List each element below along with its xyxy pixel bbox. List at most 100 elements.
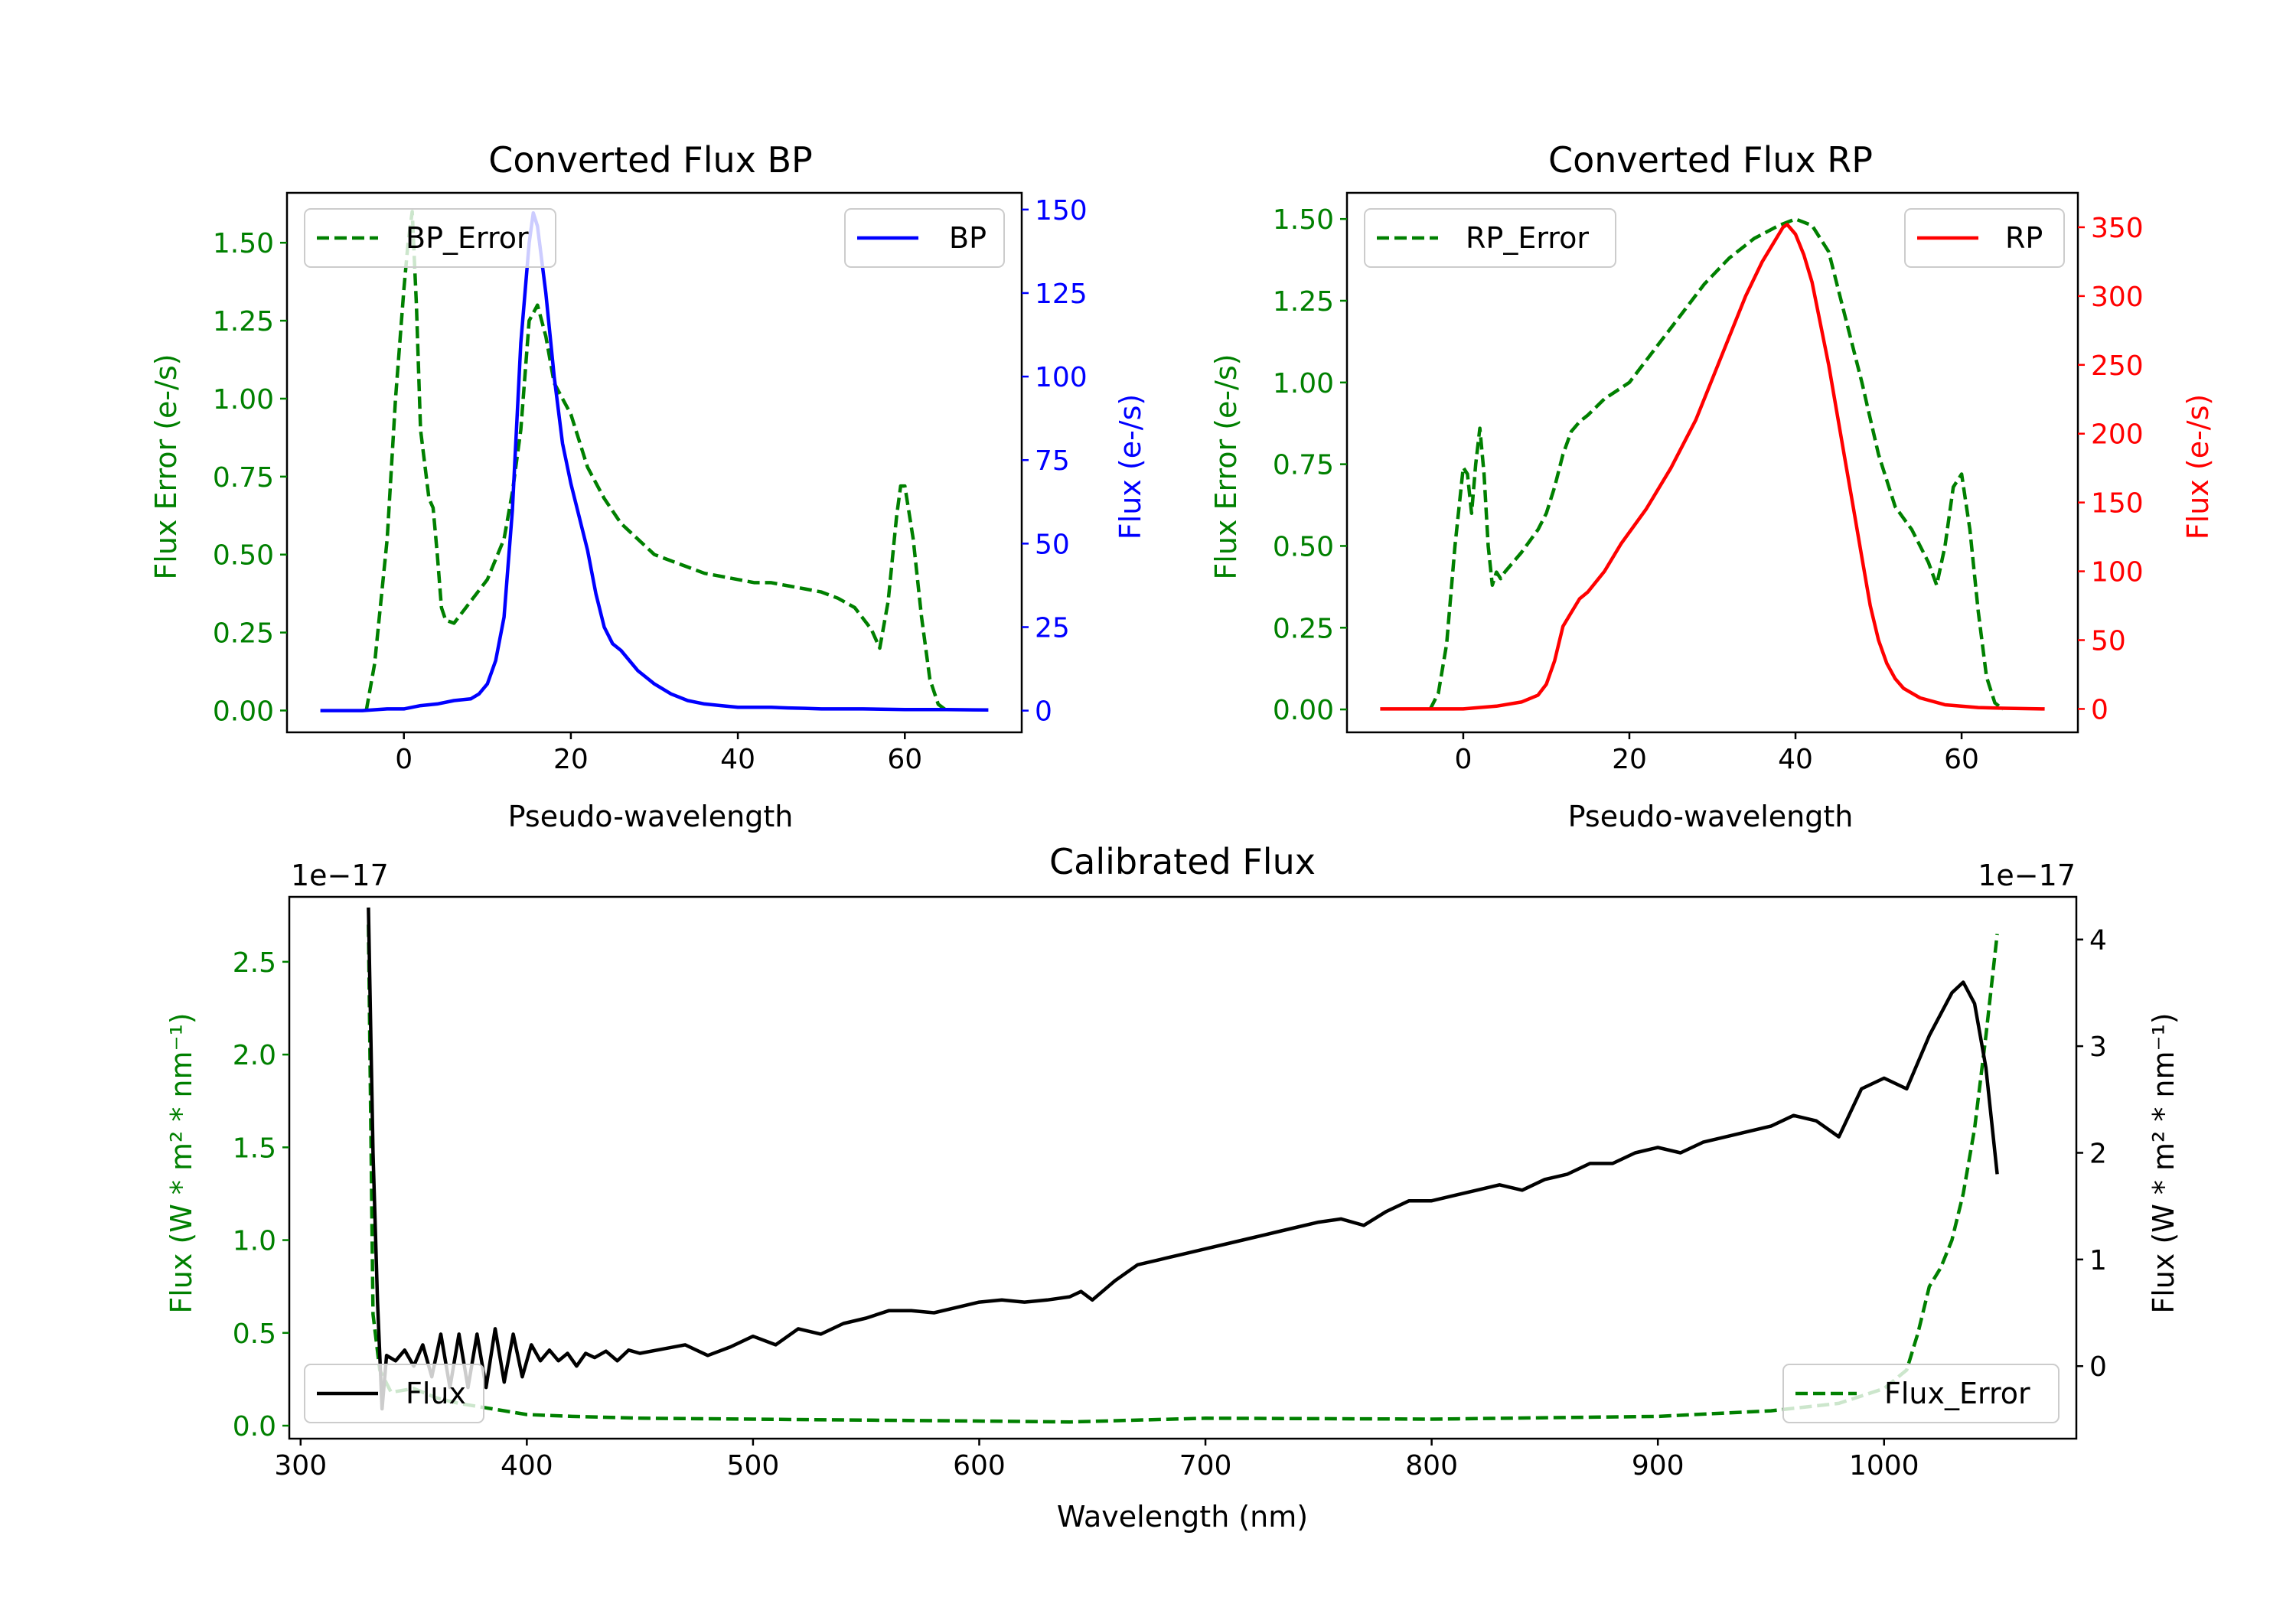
x-tick-label: 60 bbox=[887, 744, 922, 775]
legend-label-flux: Flux bbox=[406, 1377, 466, 1410]
y-left-tick-label: 1.50 bbox=[213, 228, 274, 259]
calibrated-ylabel-left: Flux (W * m² * nm⁻¹) bbox=[165, 1012, 198, 1313]
legend-label-flux-error: Flux_Error bbox=[1884, 1377, 2030, 1410]
x-tick-label: 20 bbox=[1612, 744, 1647, 775]
calibrated-xticks: 300 400 500 600 700 800 900 1000 bbox=[274, 1450, 1919, 1482]
bp-right-ticks: 0 25 50 75 100 125 150 bbox=[1035, 195, 1088, 728]
y-right-tick-label: 250 bbox=[2091, 350, 2144, 382]
y-right-tick-label: 100 bbox=[1035, 362, 1088, 393]
rp-legend-left: RP_Error bbox=[1364, 208, 1616, 268]
calibrated-title: Calibrated Flux bbox=[1049, 841, 1316, 882]
legend-label-rp: RP bbox=[2005, 221, 2043, 255]
x-tick-label: 0 bbox=[1454, 744, 1472, 775]
series-line-rp-error bbox=[1428, 217, 2004, 711]
y-left-tick-label: 0.50 bbox=[213, 540, 274, 572]
y-left-tick-label: 1.25 bbox=[1273, 286, 1334, 318]
y-right-tick-label: 0 bbox=[1035, 696, 1052, 728]
y-left-tick-label: 1.50 bbox=[1273, 204, 1334, 236]
bp-left-ticks: 0.00 0.25 0.50 0.75 1.00 1.25 1.50 bbox=[213, 228, 274, 727]
x-tick-label: 60 bbox=[1944, 744, 1979, 775]
bp-legend-left: BP_Error bbox=[304, 208, 556, 268]
x-tick-label: 600 bbox=[953, 1450, 1006, 1482]
calibrated-legend-left: Flux bbox=[304, 1364, 484, 1423]
y-right-tick-label: 300 bbox=[2091, 282, 2144, 313]
series-line-bp-error bbox=[364, 210, 948, 712]
x-tick-label: 800 bbox=[1405, 1450, 1458, 1482]
rp-ylabel-right: Flux (e-/s) bbox=[2181, 394, 2215, 539]
y-left-tick-label: 0.00 bbox=[213, 696, 274, 727]
legend-label-bp-error: BP_Error bbox=[406, 221, 529, 255]
calibrated-panel: Calibrated Flux 1e−17 1e−17 Wavelength (… bbox=[165, 841, 2180, 1534]
offset-left: 1e−17 bbox=[291, 859, 389, 892]
rp-legend-right: RP bbox=[1904, 208, 2065, 268]
y-right-tick-label: 2 bbox=[2089, 1138, 2107, 1169]
bp-panel: Converted Flux BP Pseudo-wavelength Flux… bbox=[149, 139, 1147, 833]
y-left-tick-label: 0.00 bbox=[1273, 695, 1334, 726]
legend-box bbox=[1904, 208, 2065, 268]
y-left-tick-label: 0.50 bbox=[1273, 531, 1334, 562]
calibrated-legend-right: Flux_Error bbox=[1782, 1364, 2060, 1423]
x-tick-label: 300 bbox=[274, 1450, 327, 1482]
y-left-tick-label: 1.25 bbox=[213, 306, 274, 337]
y-left-tick-label: 0.75 bbox=[213, 462, 274, 494]
bp-ylabel-right: Flux (e-/s) bbox=[1114, 394, 1147, 539]
offset-right: 1e−17 bbox=[1978, 859, 2076, 892]
y-left-tick-label: 0.25 bbox=[213, 618, 274, 650]
bp-title: Converted Flux BP bbox=[488, 139, 813, 181]
y-right-tick-label: 0 bbox=[2091, 694, 2108, 725]
y-right-tick-label: 3 bbox=[2089, 1032, 2107, 1063]
rp-title: Converted Flux RP bbox=[1548, 139, 1873, 181]
bp-series bbox=[320, 210, 989, 712]
rp-left-ticks: 0.00 0.25 0.50 0.75 1.00 1.25 1.50 bbox=[1273, 204, 1334, 726]
rp-panel: Converted Flux RP Pseudo-wavelength Flux… bbox=[1209, 139, 2215, 833]
y-left-tick-label: 0.75 bbox=[1273, 450, 1334, 481]
y-right-tick-label: 25 bbox=[1035, 612, 1070, 644]
y-left-tick-label: 0.25 bbox=[1273, 613, 1334, 644]
rp-series bbox=[1380, 217, 2045, 711]
y-right-tick-label: 350 bbox=[2091, 213, 2144, 244]
rp-axes-frame bbox=[1345, 191, 2079, 734]
bp-ylabel-left: Flux Error (e-/s) bbox=[149, 354, 183, 579]
rp-xticks: 0 20 40 60 bbox=[1454, 744, 1978, 775]
y-left-tick-label: 0.0 bbox=[233, 1411, 276, 1442]
x-tick-label: 40 bbox=[720, 744, 755, 775]
y-right-tick-label: 200 bbox=[2091, 419, 2144, 451]
legend-box bbox=[1364, 208, 1616, 268]
x-tick-label: 500 bbox=[727, 1450, 780, 1482]
y-right-tick-label: 100 bbox=[2091, 557, 2144, 588]
series-line-rp bbox=[1380, 223, 2045, 711]
legend-box bbox=[1782, 1364, 2060, 1423]
x-tick-label: 40 bbox=[1778, 744, 1813, 775]
y-right-tick-label: 150 bbox=[2091, 488, 2144, 520]
legend-label-bp: BP bbox=[949, 221, 987, 255]
bp-legend-right: BP bbox=[844, 208, 1005, 268]
y-left-tick-label: 1.00 bbox=[1273, 368, 1334, 399]
calibrated-left-ticks: 0.0 0.5 1.0 1.5 2.0 2.5 bbox=[233, 947, 276, 1442]
rp-ylabel-left: Flux Error (e-/s) bbox=[1209, 354, 1243, 579]
y-right-tick-label: 75 bbox=[1035, 445, 1070, 477]
y-left-tick-label: 1.5 bbox=[233, 1133, 276, 1164]
y-left-tick-label: 0.5 bbox=[233, 1319, 276, 1350]
legend-box bbox=[304, 1364, 484, 1423]
x-tick-label: 900 bbox=[1632, 1450, 1684, 1482]
series-line-bp bbox=[320, 210, 989, 712]
x-tick-label: 400 bbox=[501, 1450, 553, 1482]
y-right-tick-label: 150 bbox=[1035, 195, 1088, 227]
calibrated-axes-frame bbox=[288, 895, 2078, 1440]
y-right-tick-label: 125 bbox=[1035, 279, 1088, 310]
bp-xticks: 0 20 40 60 bbox=[395, 744, 922, 775]
legend-box bbox=[304, 208, 556, 268]
rp-right-ticks: 0 50 100 150 200 250 300 350 bbox=[2091, 213, 2144, 725]
legend-box bbox=[844, 208, 1005, 268]
y-right-tick-label: 50 bbox=[2091, 626, 2126, 657]
rp-xlabel: Pseudo-wavelength bbox=[1568, 800, 1854, 833]
bp-axes-frame bbox=[285, 191, 1023, 734]
y-left-tick-label: 2.0 bbox=[233, 1040, 276, 1071]
calibrated-xlabel: Wavelength (nm) bbox=[1057, 1500, 1308, 1534]
calibrated-ylabel-right: Flux (W * m² * nm⁻¹) bbox=[2147, 1012, 2180, 1313]
x-tick-label: 1000 bbox=[1849, 1450, 1919, 1482]
y-left-tick-label: 1.00 bbox=[213, 384, 274, 416]
x-tick-label: 700 bbox=[1179, 1450, 1232, 1482]
series-line-flux bbox=[367, 907, 1999, 1411]
